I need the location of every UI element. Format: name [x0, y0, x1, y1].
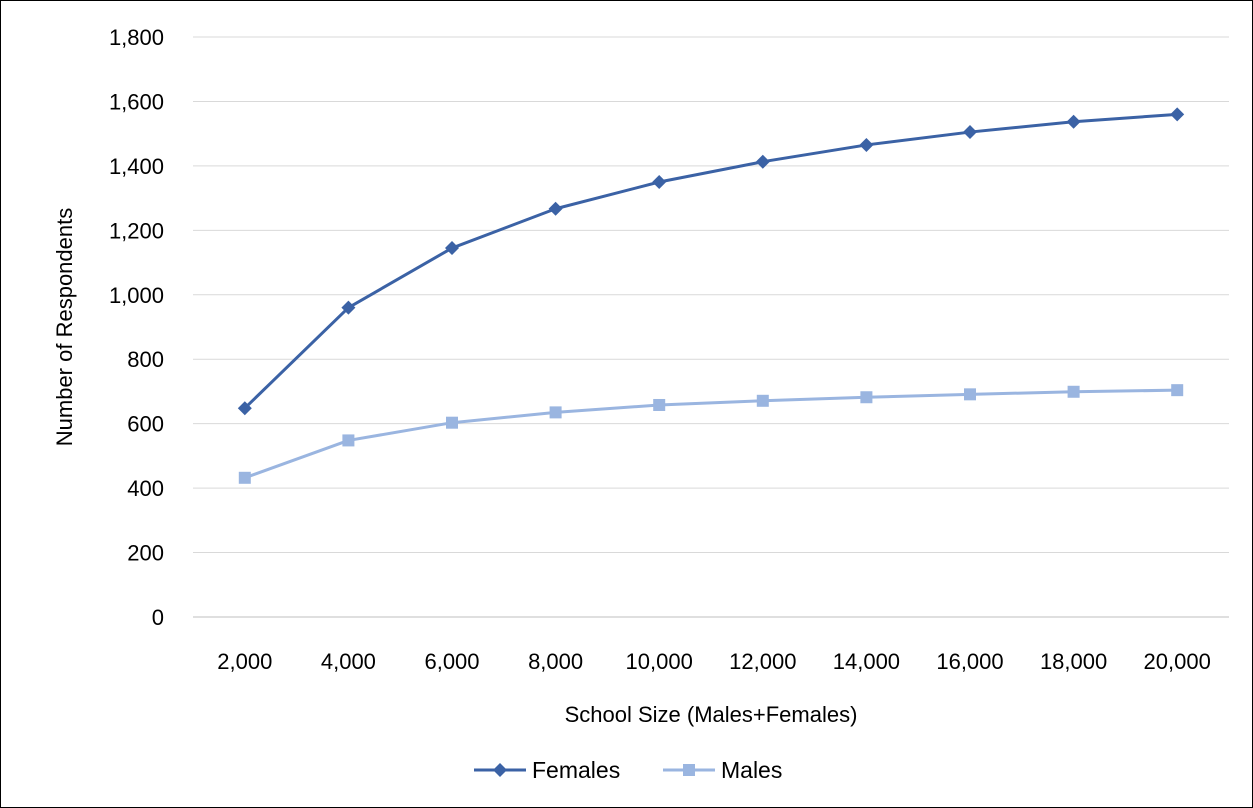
- data-point-males: [1171, 384, 1184, 397]
- y-tick-label: 400: [127, 476, 164, 501]
- x-axis-title: School Size (Males+Females): [565, 702, 858, 727]
- y-tick-label: 1,400: [109, 154, 164, 179]
- series-males: [238, 384, 1184, 484]
- data-point-females: [652, 175, 667, 189]
- y-axis-tick-labels: 0 200 400 600 800 1,000 1,200 1,400 1,600 1,800: [109, 25, 164, 630]
- x-tick-label: 12,000: [729, 649, 796, 674]
- legend-marker-females: [493, 763, 507, 777]
- series-females: [237, 107, 1185, 416]
- y-axis-title: Number of Respondents: [52, 208, 77, 446]
- x-tick-label: 6,000: [424, 649, 479, 674]
- series-line-males: [244, 388, 1178, 480]
- legend-item-males: Males: [663, 757, 782, 783]
- data-point-males: [964, 388, 976, 401]
- legend: Females Males: [474, 757, 782, 783]
- y-tick-label: 0: [152, 605, 164, 630]
- data-point-males: [342, 434, 355, 447]
- data-point-females: [859, 137, 874, 152]
- x-tick-label: 20,000: [1144, 649, 1211, 674]
- series-line-females: [243, 112, 1178, 410]
- data-point-males: [1067, 385, 1080, 398]
- data-point-females: [755, 154, 770, 169]
- data-point-males: [860, 391, 873, 404]
- y-tick-label: 1,800: [109, 25, 164, 50]
- data-point-females: [548, 201, 563, 216]
- legend-item-females: Females: [474, 757, 620, 783]
- data-point-females: [237, 401, 252, 416]
- x-tick-label: 8,000: [528, 649, 583, 674]
- data-point-females: [341, 300, 356, 315]
- data-point-females: [1170, 107, 1185, 122]
- x-tick-label: 18,000: [1040, 649, 1107, 674]
- y-tick-label: 600: [127, 412, 164, 437]
- y-tick-label: 200: [127, 541, 164, 566]
- y-tick-label: 1,000: [109, 283, 164, 308]
- data-point-males: [756, 394, 769, 407]
- x-axis-tick-labels: 2,000 4,000 6,000 8,000 10,000 12,000 14,000 16…: [217, 649, 1211, 674]
- y-tick-label: 1,600: [109, 89, 164, 114]
- data-point-females: [963, 125, 977, 140]
- data-point-males: [238, 471, 251, 484]
- legend-marker-males: [683, 764, 695, 776]
- gridlines: [193, 36, 1229, 618]
- y-tick-label: 1,200: [109, 218, 164, 243]
- x-tick-label: 16,000: [936, 649, 1003, 674]
- data-point-males: [653, 398, 666, 411]
- x-tick-label: 2,000: [217, 649, 272, 674]
- x-tick-label: 10,000: [626, 649, 693, 674]
- y-tick-label: 800: [127, 347, 164, 372]
- data-point-females: [445, 241, 459, 256]
- legend-label-males: Males: [721, 757, 782, 783]
- data-point-males: [549, 406, 562, 419]
- data-point-females: [1066, 114, 1081, 129]
- legend-label-females: Females: [532, 757, 620, 783]
- x-tick-label: 4,000: [321, 649, 376, 674]
- series-layer: [237, 107, 1185, 484]
- data-point-males: [446, 416, 458, 429]
- x-tick-label: 14,000: [833, 649, 900, 674]
